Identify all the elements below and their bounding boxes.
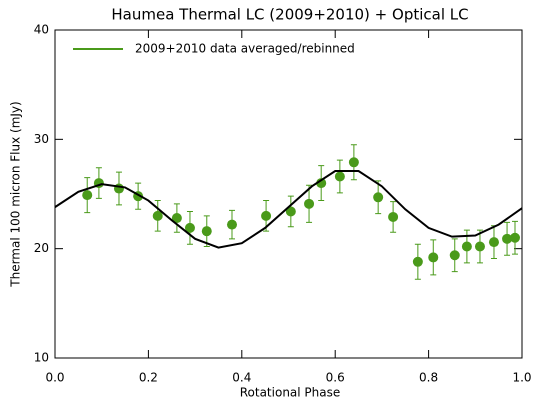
data-point — [171, 213, 182, 224]
data-point — [285, 206, 296, 217]
data-point — [428, 252, 439, 263]
data-point — [304, 198, 315, 209]
optical-curve — [54, 170, 523, 249]
data-point — [461, 241, 472, 252]
data-point — [113, 183, 124, 194]
legend-label: 2009+2010 data averaged/rebinned — [135, 42, 355, 56]
data-point — [412, 256, 423, 267]
data-point — [373, 192, 384, 203]
data-point — [474, 241, 485, 252]
y-tick-label: 10 — [34, 351, 49, 365]
data-point — [152, 210, 163, 221]
x-tick-label: 0.2 — [139, 371, 158, 385]
x-tick-label: 0.6 — [326, 371, 345, 385]
y-tick-label: 30 — [34, 132, 49, 146]
x-tick-label: 0.8 — [419, 371, 438, 385]
data-point — [502, 233, 513, 244]
data-point — [201, 226, 212, 237]
data-point — [82, 190, 93, 201]
data-point — [509, 232, 520, 243]
y-tick-label: 40 — [34, 23, 49, 37]
data-point — [449, 250, 460, 261]
data-point — [334, 171, 345, 182]
plot-frame — [54, 29, 523, 359]
data-point — [348, 157, 359, 168]
data-point — [261, 210, 272, 221]
data-point — [184, 222, 195, 233]
x-tick-label: 1.0 — [512, 371, 531, 385]
x-axis-label: Rotational Phase — [240, 386, 341, 400]
chart-title: Haumea Thermal LC (2009+2010) + Optical … — [111, 6, 468, 24]
x-tick-label: 0.4 — [232, 371, 251, 385]
data-point — [388, 211, 399, 222]
data-point — [488, 237, 499, 248]
data-point — [226, 219, 237, 230]
x-tick-label: 0.0 — [45, 371, 64, 385]
y-tick-label: 20 — [34, 241, 49, 255]
y-axis-label: Thermal 100 micron Flux (mJy) — [9, 101, 23, 287]
data-point — [316, 178, 327, 189]
